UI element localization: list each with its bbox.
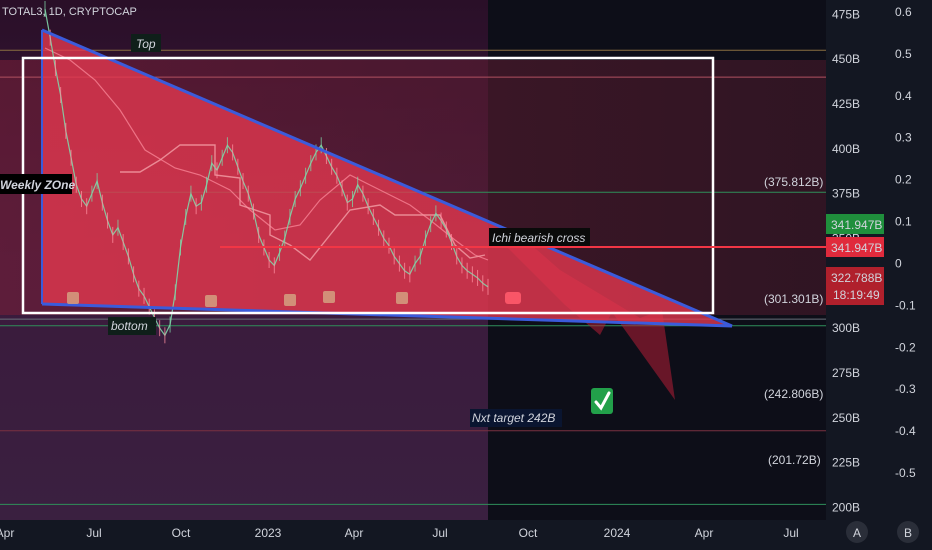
fib-label-242: (242.806B) (764, 387, 823, 401)
fib-label-301: (301.301B) (764, 292, 823, 306)
x-tick-label: 2024 (604, 526, 631, 540)
x-tick-label: Oct (172, 526, 191, 540)
right-tick-label: -0.3 (895, 382, 916, 396)
right-tick-label: 0.5 (895, 47, 912, 61)
x-tick-label: Jul (432, 526, 447, 540)
next-target-label: Nxt target 242B (472, 411, 555, 425)
auto-scale-button[interactable] (846, 521, 868, 543)
price-badge-countdown-text: 18:19:49 (833, 288, 880, 302)
lower-trendline (41, 302, 733, 328)
next-target-label-bg (470, 409, 562, 427)
check-markers (67, 291, 521, 307)
x-tick-label: Apr (695, 526, 714, 540)
log-scale-button[interactable] (897, 521, 919, 543)
y-tick-label: 475B (832, 7, 860, 21)
y-tick-label: 400B (832, 142, 860, 156)
price-candles (44, 0, 489, 344)
right-tick-label: -0.2 (895, 340, 916, 354)
x-tick-label: Jul (783, 526, 798, 540)
price-axis[interactable] (826, 0, 932, 520)
top-label: Top (136, 37, 156, 51)
y-tick-label: 200B (832, 500, 860, 514)
y-tick-label: 425B (832, 97, 860, 111)
price-badge-lower-text: 341.947B (831, 241, 882, 255)
bottom-label-bg (108, 317, 156, 335)
y-tick-label: 375B (832, 187, 860, 201)
ichi-label-bg (489, 228, 590, 246)
auto-scale-label: A (853, 526, 861, 540)
price-badge-lower (826, 237, 884, 257)
bottom-label: bottom (111, 319, 148, 333)
kijun-line (120, 144, 486, 261)
right-tick-label: 0.3 (895, 131, 912, 145)
y-tick-label: 250B (832, 411, 860, 425)
right-tick-label: -0.4 (895, 424, 916, 438)
right-tick-label: -0.1 (895, 298, 916, 312)
upper-trendline (41, 28, 733, 328)
check-marker (396, 292, 408, 304)
x-axis-ticks: Apr Jul Oct 2023 Apr Jul Oct 2024 Apr Jul (0, 526, 799, 540)
weekly-zone-label: Weekly ZOne (0, 178, 75, 192)
price-badge-current (826, 267, 884, 305)
right-tick-label: 0.1 (895, 215, 912, 229)
x-tick-label: 2023 (255, 526, 282, 540)
cross-marker (505, 292, 521, 304)
top-label-bg (131, 34, 161, 52)
symbol-label: TOTAL3, 1D, CRYPTOCAP (2, 6, 137, 18)
check-marker (205, 295, 217, 307)
fib-label-375: (375.812B) (764, 175, 823, 189)
price-badge-current-text: 322.788B (831, 271, 882, 285)
y-tick-label: 300B (832, 321, 860, 335)
price-badge-upper (826, 214, 884, 234)
x-tick-label: Apr (345, 526, 364, 540)
right-tick-label: 0.4 (895, 89, 912, 103)
y-axis-ticks: 475B450B425B400B375B350B325B300B275B250B… (832, 7, 860, 514)
weekly-zone-label-bg (0, 174, 72, 194)
check-marker (67, 292, 79, 304)
y-tick-label: 450B (832, 52, 860, 66)
ichi-label: Ichi bearish cross (492, 231, 585, 245)
x-tick-label: Oct (519, 526, 538, 540)
x-tick-label: Jul (86, 526, 101, 540)
right-tick-label: 0.6 (895, 5, 912, 19)
check-marker (284, 294, 296, 306)
right-axis-ticks: 0.6 0.5 0.4 0.3 0.2 0.1 0 -0.1 -0.2 -0.3 -0.4 -0.5 (895, 5, 916, 480)
target-check-icon (591, 388, 613, 414)
time-axis[interactable] (0, 520, 932, 550)
price-series (44, 8, 489, 337)
price-badge-upper-text: 341.947B (831, 218, 882, 232)
check-marker (323, 291, 335, 303)
right-tick-label: -0.5 (895, 466, 916, 480)
right-tick-label: 0 (895, 256, 902, 270)
right-tick-label: 0.2 (895, 173, 912, 187)
y-tick-label: 225B (832, 456, 860, 470)
log-scale-label: B (904, 526, 912, 540)
x-tick-label: Apr (0, 526, 14, 540)
fib-label-201: (201.72B) (768, 453, 821, 467)
y-tick-label: 275B (832, 366, 860, 380)
